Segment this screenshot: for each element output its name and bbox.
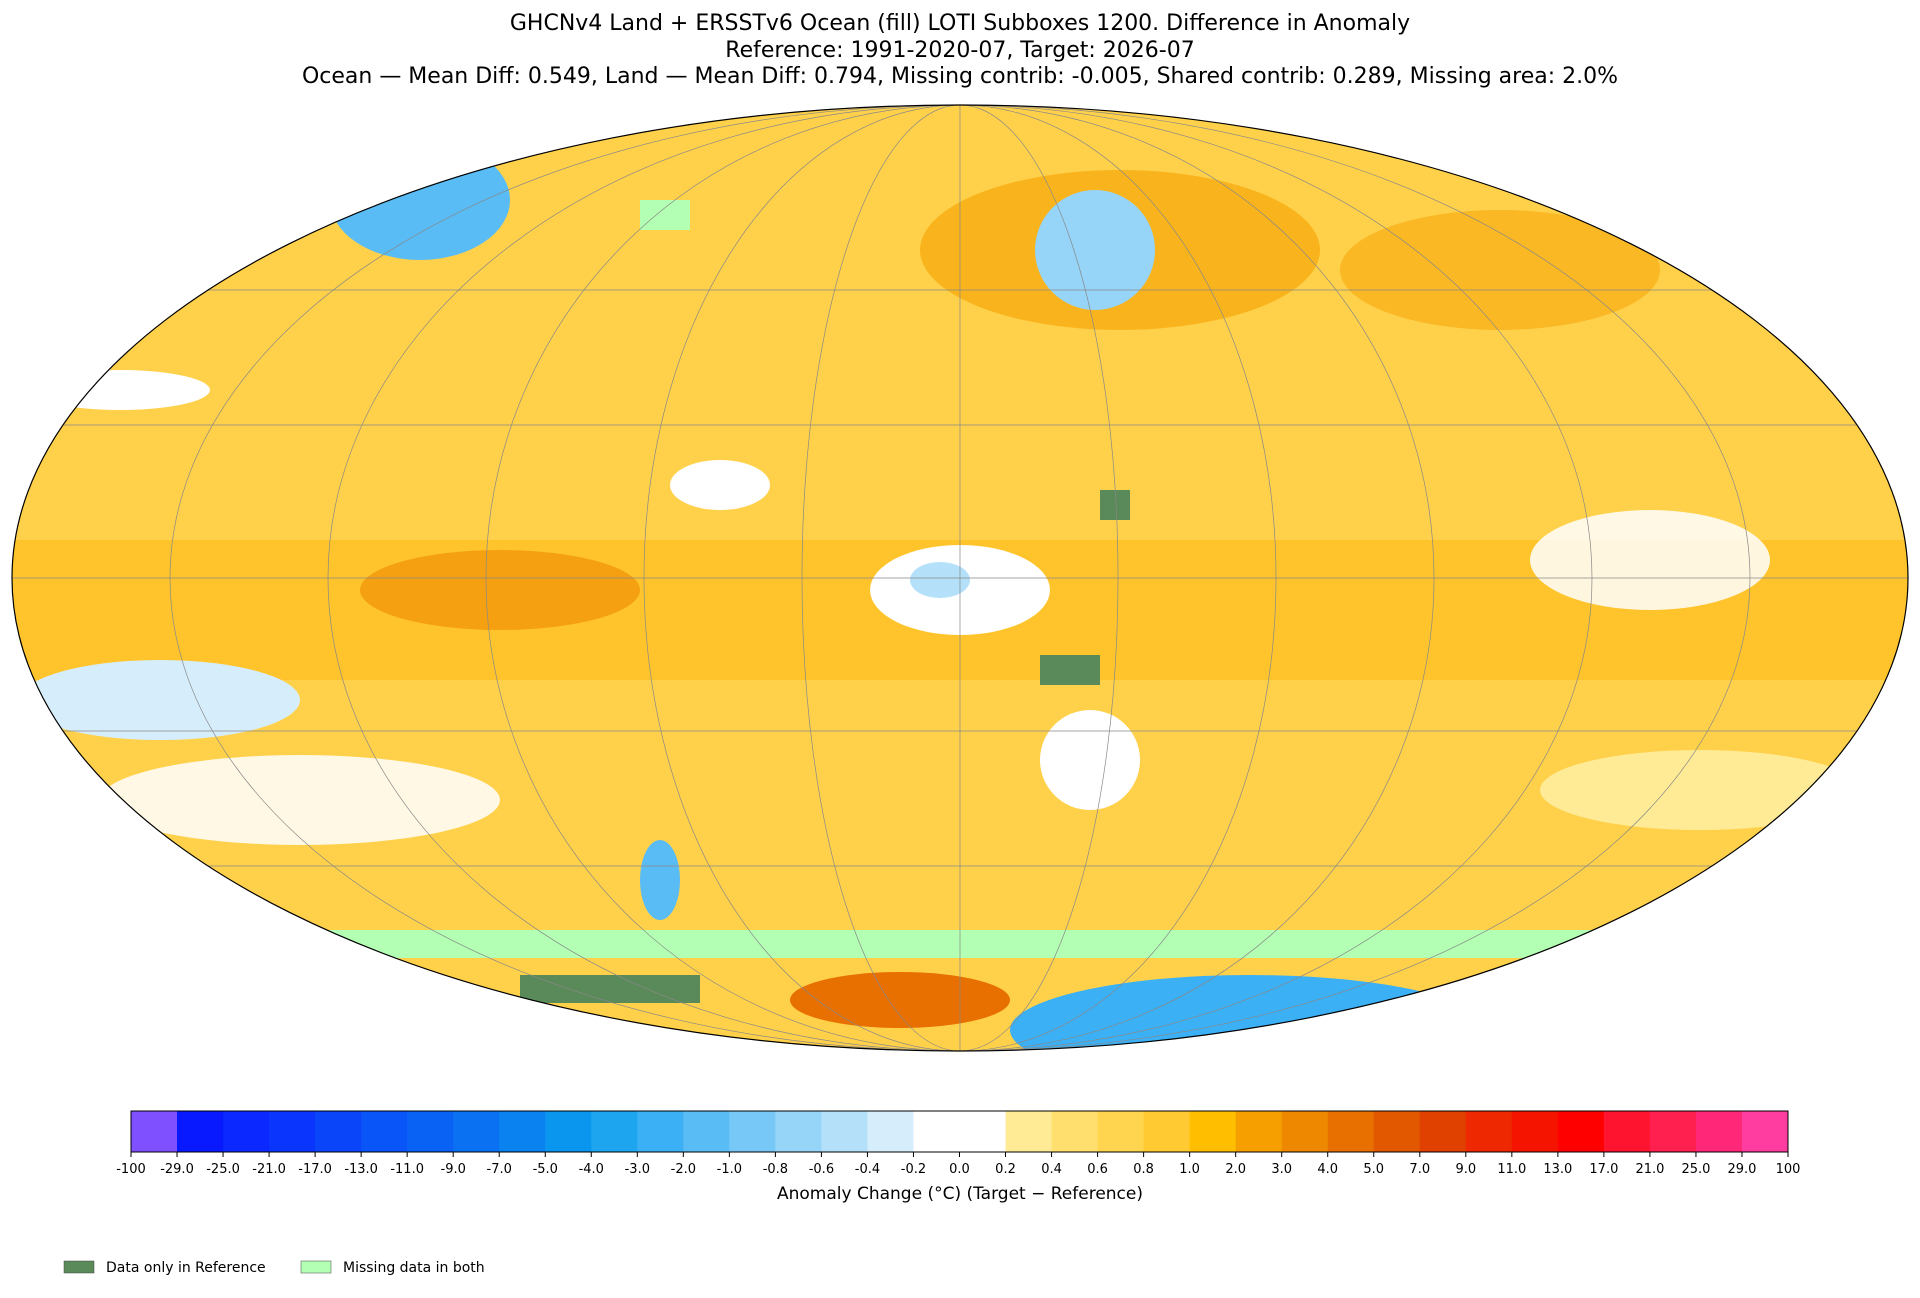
tick-label: 9.0 — [1455, 1162, 1476, 1177]
tick-label: 13.0 — [1543, 1162, 1572, 1177]
tick-label: -21.0 — [252, 1162, 286, 1177]
tick-label: -0.4 — [855, 1162, 880, 1177]
tick-label: 3.0 — [1271, 1162, 1292, 1177]
stats-line: Ocean — Mean Diff: 0.549, Land — Mean Di… — [302, 64, 1618, 89]
subtitle-line: Reference: 1991-2020-07, Target: 2026-07 — [725, 38, 1194, 63]
color-bin — [407, 1111, 454, 1152]
color-bin — [1557, 1111, 1605, 1152]
color-bin — [269, 1111, 316, 1152]
color-bin — [1097, 1111, 1145, 1152]
tick-label: -3.0 — [625, 1162, 650, 1177]
colorbar: -100 -29.0 -25.0 -21.0 -17.0 -13.0 -11.0 -9.0 -7… — [116, 1110, 1801, 1177]
color-bin — [1235, 1111, 1283, 1152]
color-bin — [1051, 1111, 1099, 1152]
tick-label: 4.0 — [1317, 1162, 1338, 1177]
tick-label: -4.0 — [579, 1162, 604, 1177]
color-bin — [1419, 1111, 1467, 1152]
tick-label: 5.0 — [1363, 1162, 1384, 1177]
color-bin — [591, 1111, 638, 1152]
tick-label: -13.0 — [344, 1162, 378, 1177]
color-bin — [637, 1111, 684, 1152]
color-bin — [1005, 1111, 1053, 1152]
tick-label: -7.0 — [487, 1162, 512, 1177]
color-bin — [729, 1111, 776, 1152]
tick-label: 17.0 — [1589, 1162, 1618, 1177]
color-bin — [1603, 1111, 1651, 1152]
tick-label: 0.8 — [1133, 1162, 1154, 1177]
tick-label: 0.2 — [995, 1162, 1016, 1177]
title-line: GHCNv4 Land + ERSSTv6 Ocean (fill) LOTI … — [510, 11, 1410, 36]
colorbar-label: Anomaly Change (°C) (Target − Reference) — [777, 1184, 1143, 1204]
tick-label: 0.0 — [949, 1162, 970, 1177]
tick-label: -0.2 — [901, 1162, 926, 1177]
color-bin — [1189, 1111, 1237, 1152]
color-bin — [775, 1111, 822, 1152]
color-bin — [223, 1111, 270, 1152]
color-bin — [1695, 1111, 1743, 1152]
tick-label: 0.6 — [1087, 1162, 1108, 1177]
color-bin — [1327, 1111, 1375, 1152]
tick-label: 29.0 — [1727, 1162, 1756, 1177]
legend-swatch — [300, 1260, 332, 1274]
color-bin — [1741, 1111, 1789, 1152]
color-bin — [1511, 1111, 1559, 1152]
color-bin — [361, 1111, 408, 1152]
tick-label: 25.0 — [1681, 1162, 1710, 1177]
color-bin — [1649, 1111, 1697, 1152]
color-bin — [1465, 1111, 1513, 1152]
color-bin — [959, 1111, 1007, 1152]
map-outline — [11, 104, 1909, 1052]
tick-label: -100 — [116, 1162, 146, 1177]
color-bin — [131, 1111, 178, 1152]
color-bin — [453, 1111, 500, 1152]
color-bin — [545, 1111, 592, 1152]
legend-label: Missing data in both — [343, 1260, 485, 1276]
tick-label: -2.0 — [671, 1162, 696, 1177]
color-bin — [1281, 1111, 1329, 1152]
color-bin — [913, 1111, 960, 1152]
tick-label: 7.0 — [1409, 1162, 1430, 1177]
color-bin — [177, 1111, 224, 1152]
tick-label: -25.0 — [206, 1162, 240, 1177]
legend: Data only in Reference Missing data in bo… — [63, 1260, 485, 1276]
tick-label: -29.0 — [160, 1162, 194, 1177]
color-bin — [315, 1111, 362, 1152]
color-bin — [867, 1111, 914, 1152]
legend-label: Data only in Reference — [106, 1260, 266, 1276]
legend-swatch — [63, 1260, 95, 1274]
tick-label: 1.0 — [1179, 1162, 1200, 1177]
tick-label: -9.0 — [441, 1162, 466, 1177]
tick-label: -5.0 — [533, 1162, 558, 1177]
tick-label: -0.8 — [763, 1162, 788, 1177]
color-bin — [499, 1111, 546, 1152]
tick-label: 11.0 — [1497, 1162, 1526, 1177]
tick-label: -17.0 — [298, 1162, 332, 1177]
tick-label: -0.6 — [809, 1162, 834, 1177]
color-bin — [1143, 1111, 1191, 1152]
tick-label: -11.0 — [390, 1162, 424, 1177]
tick-label: 2.0 — [1225, 1162, 1246, 1177]
color-bin — [821, 1111, 868, 1152]
tick-label: 0.4 — [1041, 1162, 1062, 1177]
color-bin — [683, 1111, 730, 1152]
tick-label: 21.0 — [1635, 1162, 1664, 1177]
color-bin — [1373, 1111, 1421, 1152]
tick-label: 100 — [1776, 1162, 1801, 1177]
tick-label: -1.0 — [717, 1162, 742, 1177]
map — [12, 105, 1908, 1051]
